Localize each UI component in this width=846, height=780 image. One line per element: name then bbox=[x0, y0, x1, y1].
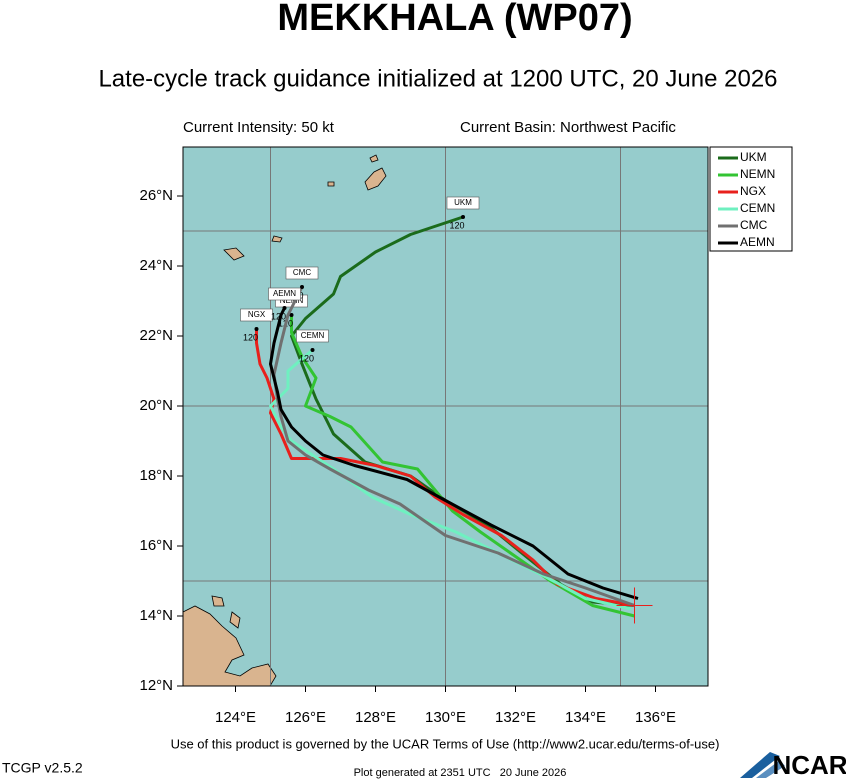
x-tick-label: 130°E bbox=[425, 709, 466, 726]
track-name: AEMN bbox=[273, 289, 296, 298]
x-tick-label: 124°E bbox=[215, 709, 256, 726]
track-name: UKM bbox=[454, 198, 472, 207]
y-tick-label: 24°N bbox=[139, 257, 173, 274]
track-name: CMC bbox=[293, 268, 311, 277]
track-name-box bbox=[285, 266, 319, 280]
track-name-box bbox=[296, 329, 329, 343]
track-line bbox=[255, 329, 635, 607]
track-end-label: 120 bbox=[449, 220, 464, 230]
logo-mark bbox=[740, 752, 785, 778]
track-name-box bbox=[268, 287, 301, 301]
tracks: UKM120NEMN120NGX120CEMN120CMC120AEMN120 bbox=[240, 196, 653, 624]
track-end bbox=[461, 215, 465, 219]
y-tick-label: 14°N bbox=[139, 607, 173, 624]
legend-label: UKM bbox=[740, 150, 767, 164]
y-tick-label: 20°N bbox=[139, 397, 173, 414]
title: MEKKHALA (WP07) bbox=[277, 0, 632, 39]
y-tick-label: 12°N bbox=[139, 677, 173, 694]
track-end-label: 120 bbox=[299, 353, 314, 363]
track-line bbox=[272, 286, 636, 607]
intensity: Current Intensity: 50 kt bbox=[183, 119, 335, 136]
legend-label: NGX bbox=[740, 184, 766, 198]
grid bbox=[183, 147, 708, 686]
track-end-label: 120 bbox=[271, 311, 286, 321]
track-name-box bbox=[240, 308, 273, 322]
terms: Use of this product is governed by the U… bbox=[171, 736, 720, 751]
x-tick-label: 134°E bbox=[565, 709, 606, 726]
y-tick-label: 26°N bbox=[139, 187, 173, 204]
x-tick-label: 128°E bbox=[355, 709, 396, 726]
legend-label: NEMN bbox=[740, 167, 775, 181]
generated: Plot generated at 2351 UTC 20 June 2026 bbox=[354, 767, 567, 779]
y-tick-label: 18°N bbox=[139, 467, 173, 484]
track-name: CEMN bbox=[301, 331, 325, 340]
y-tick-label: 16°N bbox=[139, 537, 173, 554]
track-line bbox=[269, 307, 639, 600]
x-tick-label: 132°E bbox=[495, 709, 536, 726]
legend bbox=[709, 146, 793, 252]
track-end bbox=[310, 348, 315, 352]
subtitle: Late-cycle track guidance initialized at… bbox=[98, 65, 777, 92]
basin: Current Basin: Northwest Pacific bbox=[460, 119, 676, 136]
track-end bbox=[254, 327, 259, 331]
x-tick-label: 136°E bbox=[635, 709, 676, 726]
legend-label: CEMN bbox=[740, 201, 775, 215]
legend-entries: UKM NEMN NGX CEMN CMC AEMN bbox=[718, 150, 775, 249]
legend-label: CMC bbox=[740, 218, 768, 232]
x-tick-label: 126°E bbox=[285, 709, 326, 726]
legend-label: AEMN bbox=[740, 235, 775, 249]
land bbox=[182, 154, 387, 687]
track-line bbox=[290, 215, 635, 607]
track-end bbox=[300, 285, 304, 289]
track-end bbox=[282, 306, 287, 310]
track-name: NGX bbox=[248, 310, 266, 319]
track-end-label: 120 bbox=[243, 332, 258, 342]
y-tick-label: 22°N bbox=[139, 327, 173, 344]
track-name: NEMN bbox=[280, 296, 304, 305]
version: TCGP v2.5.2 bbox=[2, 760, 83, 776]
logo: NCAR bbox=[772, 750, 846, 780]
track-name-box bbox=[446, 196, 480, 210]
track-end bbox=[289, 313, 294, 317]
